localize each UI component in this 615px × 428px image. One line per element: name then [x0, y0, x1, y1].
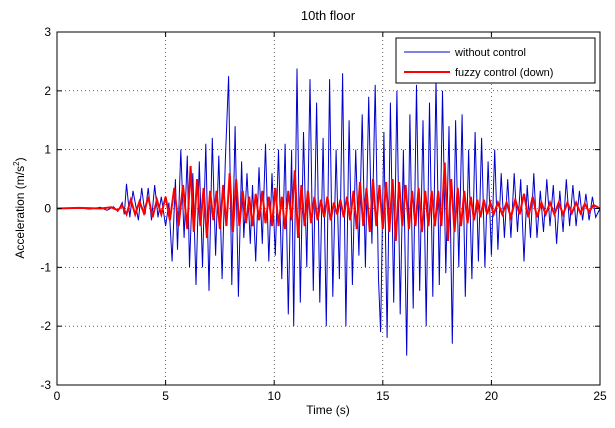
series-line-without-control — [56, 68, 601, 356]
legend-box — [395, 37, 596, 84]
y-tick-label: 3 — [44, 25, 51, 39]
series-layer — [56, 68, 601, 356]
chart-title: 10th floor — [301, 8, 356, 23]
legend-label-fuzzy-control: fuzzy control (down) — [455, 67, 553, 79]
legend: without control fuzzy control (down) — [395, 37, 596, 84]
y-tick-label: -2 — [40, 319, 51, 333]
x-tick-labels: 0 5 10 15 20 25 — [54, 389, 607, 403]
x-axis-label: Time (s) — [306, 403, 350, 417]
y-tick-label: 1 — [44, 143, 51, 157]
y-tick-label: 2 — [44, 84, 51, 98]
x-tick-label: 0 — [54, 389, 61, 403]
y-tick-labels: -3 -2 -1 0 1 2 3 — [40, 25, 51, 392]
y-axis-label: Acceleration (m/s2) — [12, 157, 27, 258]
x-tick-label: 5 — [162, 389, 169, 403]
legend-label-without-control: without control — [454, 47, 526, 59]
y-tick-label: -3 — [40, 378, 51, 392]
y-axis-label-close: ) — [13, 157, 27, 161]
series-line-fuzzy-control — [56, 162, 601, 241]
axis-ticks — [56, 31, 601, 386]
y-tick-label: 0 — [44, 202, 51, 216]
y-axis-label-main: Acceleration (m/s — [13, 166, 27, 259]
x-tick-label: 10 — [268, 389, 282, 403]
x-tick-label: 25 — [593, 389, 607, 403]
y-tick-label: -1 — [40, 260, 51, 274]
x-tick-label: 20 — [485, 389, 499, 403]
y-axis-label-sup: 2 — [12, 161, 21, 166]
x-tick-label: 15 — [376, 389, 390, 403]
